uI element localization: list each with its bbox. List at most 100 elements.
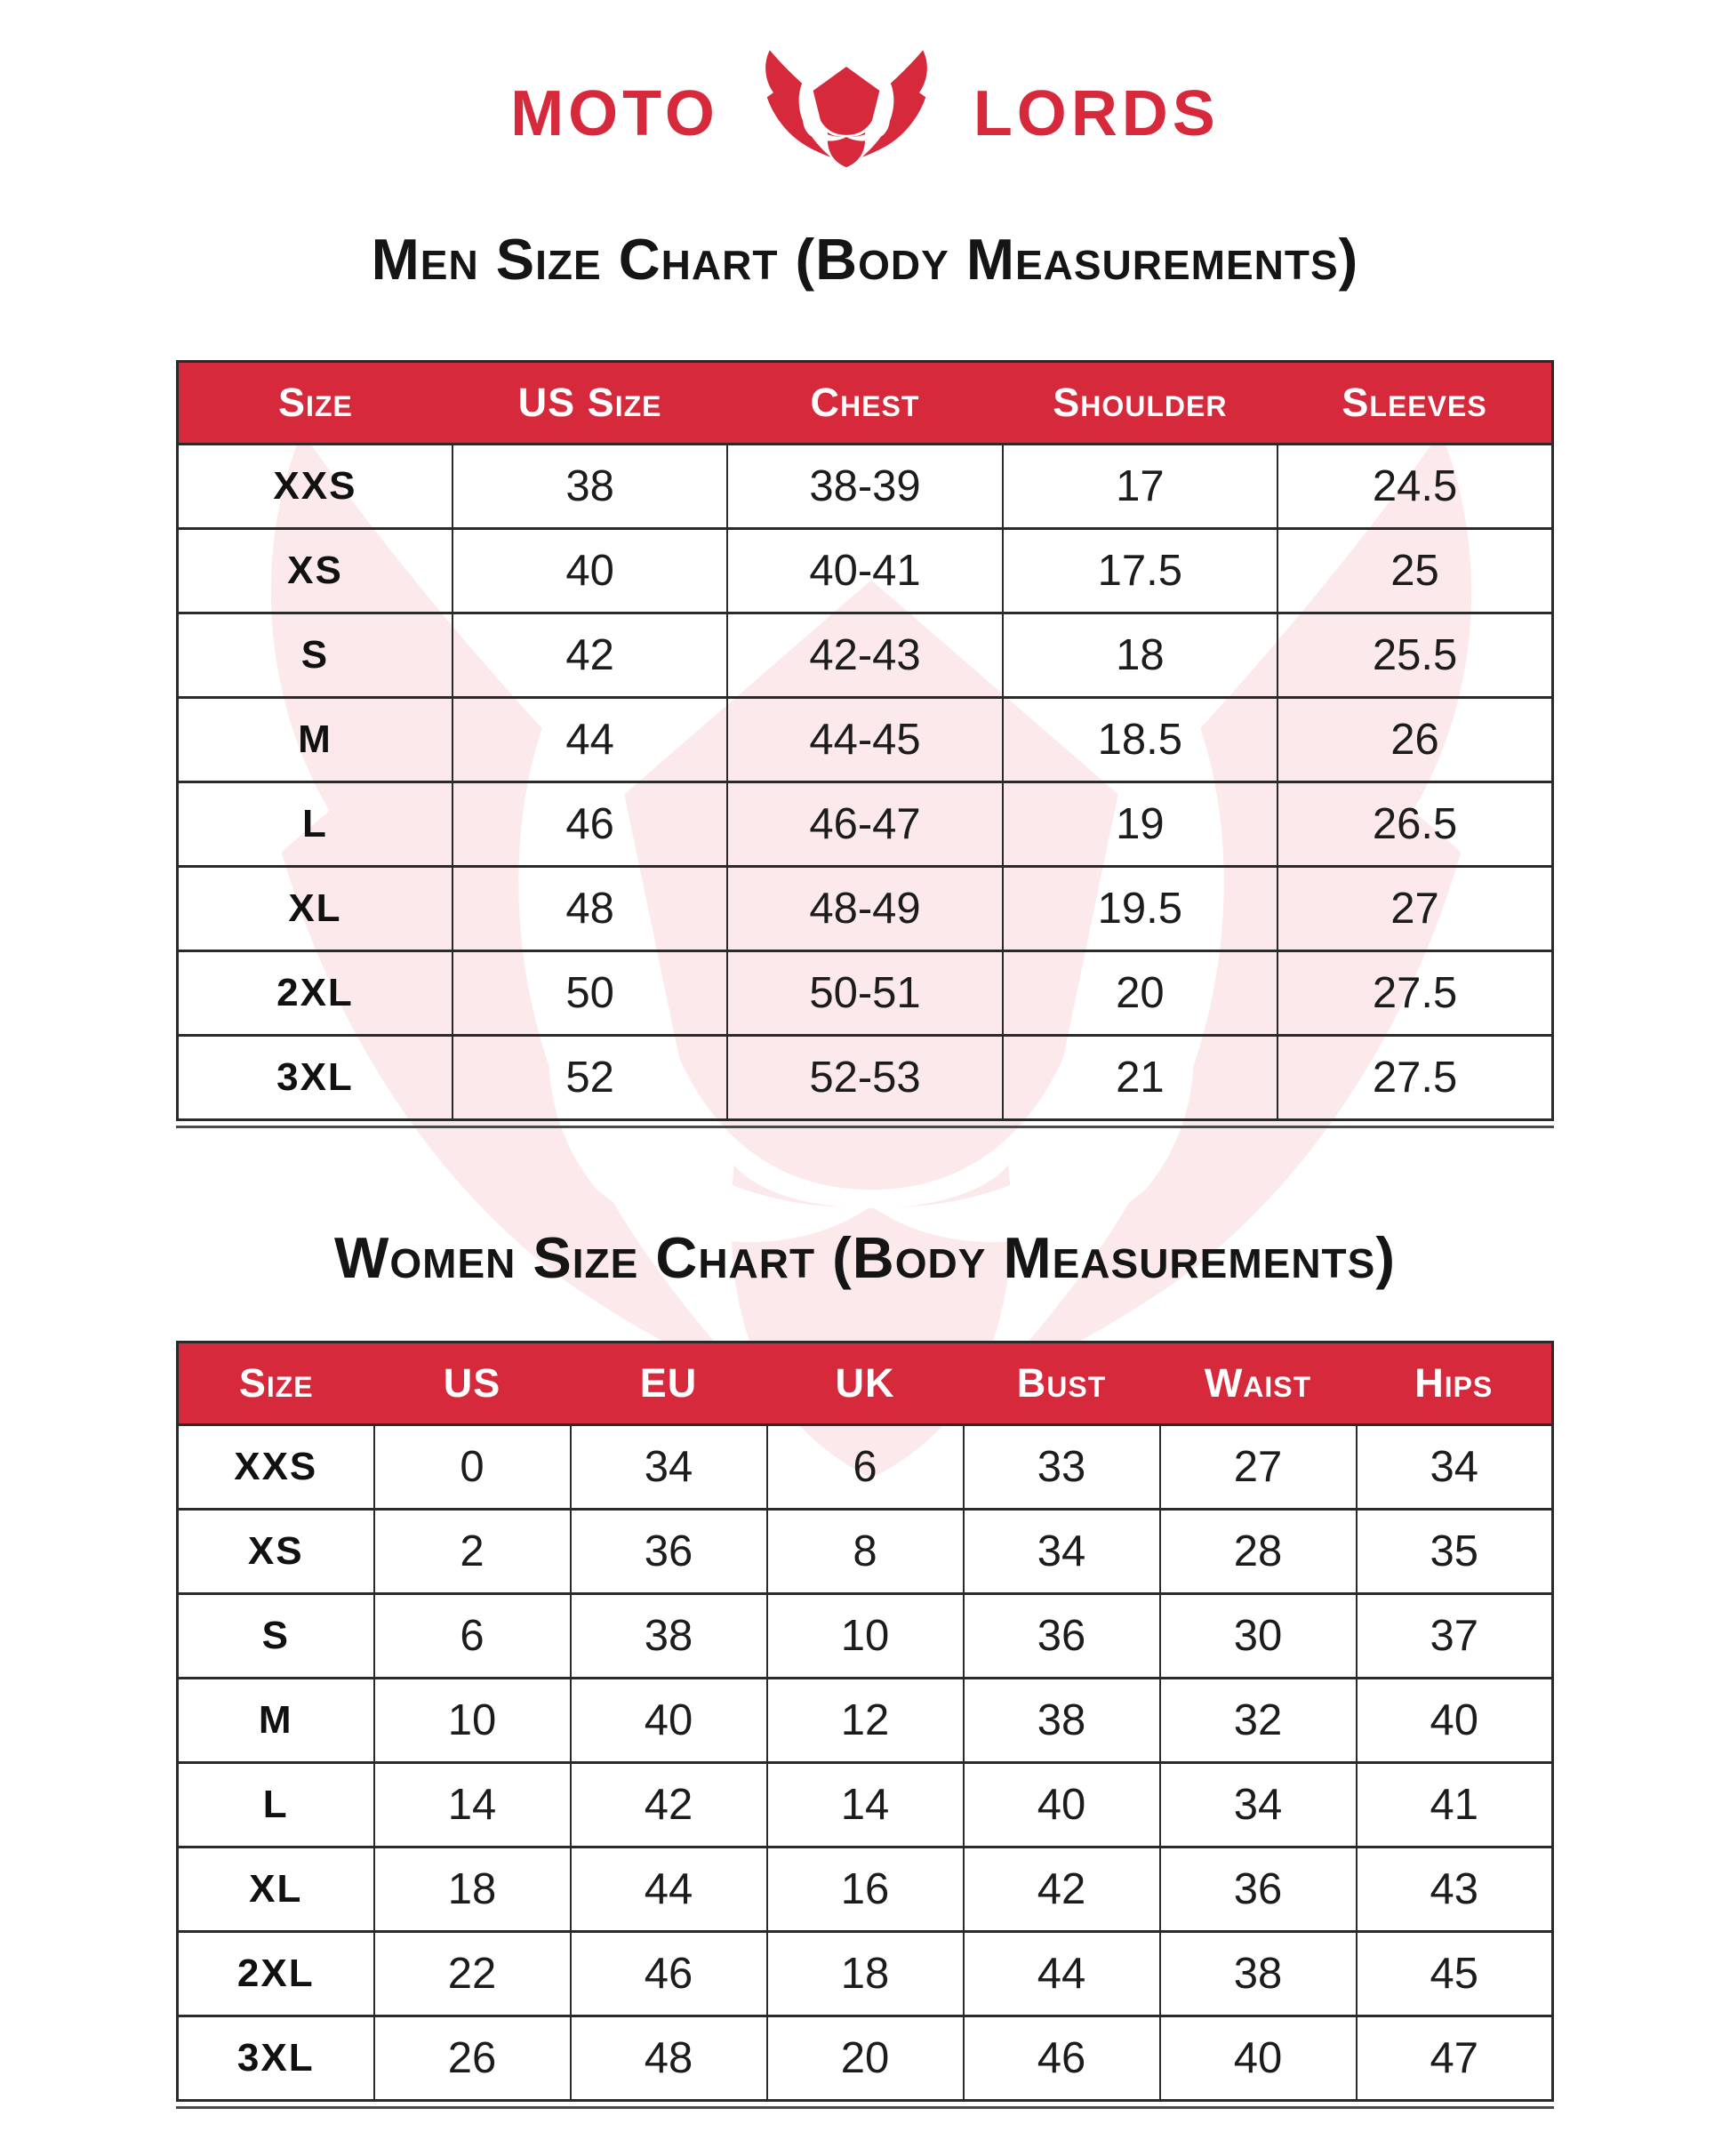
size-label-cell: 2XL (176, 950, 453, 1037)
column-header: Bust (963, 1342, 1160, 1425)
value-cell: 26 (1277, 696, 1554, 783)
value-cell: 37 (1355, 1592, 1554, 1679)
value-cell: 33 (962, 1423, 1161, 1511)
value-cell: 38 (962, 1677, 1161, 1764)
size-label-cell: 3XL (176, 2015, 375, 2102)
value-cell: 46 (569, 1930, 768, 2017)
value-cell: 44 (962, 1930, 1161, 2017)
value-cell: 41 (1355, 1761, 1554, 1848)
value-cell: 18.5 (1001, 696, 1279, 783)
value-cell: 0 (372, 1423, 572, 1511)
value-cell: 16 (765, 1846, 965, 1933)
men-chart-title: Men Size Chart (Body Measurements) (371, 227, 1359, 292)
column-header: Sleeves (1277, 361, 1553, 445)
value-cell: 34 (569, 1423, 768, 1511)
table-row: XS 40 40-41 17.5 25 (176, 527, 1554, 614)
value-cell: 42 (962, 1846, 1161, 1933)
men-size-table: Size US Size Chest Shoulder Sleeves XXS 38 38-… (176, 360, 1554, 1121)
size-label-cell: XS (176, 527, 453, 614)
value-cell: 8 (765, 1508, 965, 1595)
value-cell: 40-41 (726, 527, 1004, 614)
value-cell: 52-53 (726, 1034, 1004, 1121)
column-header: Hips (1356, 1342, 1553, 1425)
value-cell: 6 (372, 1592, 572, 1679)
column-header: Chest (727, 361, 1003, 445)
column-header: Size (177, 1342, 374, 1425)
value-cell: 17.5 (1001, 527, 1279, 614)
value-cell: 19 (1001, 781, 1279, 868)
value-cell: 40 (451, 527, 729, 614)
table-row: XXS 0 34 6 33 27 34 (176, 1423, 1554, 1511)
value-cell: 27.5 (1277, 1034, 1554, 1121)
value-cell: 42-43 (726, 612, 1004, 699)
women-size-table: Size US EU UK Bust Waist Hips XXS 0 34 6 33 27 34 XS 2… (176, 1341, 1554, 2102)
value-cell: 27 (1277, 865, 1554, 952)
value-cell: 38 (451, 443, 729, 530)
table-row: 2XL 50 50-51 20 27.5 (176, 950, 1554, 1037)
value-cell: 2 (372, 1508, 572, 1595)
value-cell: 40 (1158, 2015, 1358, 2102)
value-cell: 52 (451, 1034, 729, 1121)
table-row: XL 18 44 16 42 36 43 (176, 1846, 1554, 1933)
size-label-cell: XL (176, 1846, 375, 1933)
column-header: US (373, 1342, 571, 1425)
value-cell: 42 (451, 612, 729, 699)
value-cell: 25 (1277, 527, 1554, 614)
table-row: S 6 38 10 36 30 37 (176, 1592, 1554, 1679)
value-cell: 36 (1158, 1846, 1358, 1933)
table-row: XL 48 48-49 19.5 27 (176, 865, 1554, 952)
value-cell: 17 (1001, 443, 1279, 530)
value-cell: 48 (451, 865, 729, 952)
men-header-row: Size US Size Chest Shoulder Sleeves (177, 361, 1553, 445)
value-cell: 42 (569, 1761, 768, 1848)
bull-head-icon (749, 44, 943, 183)
table-row: 2XL 22 46 18 44 38 45 (176, 1930, 1554, 2017)
table-row: M 10 40 12 38 32 40 (176, 1677, 1554, 1764)
value-cell: 19.5 (1001, 865, 1279, 952)
value-cell: 47 (1355, 2015, 1554, 2102)
value-cell: 10 (765, 1592, 965, 1679)
value-cell: 18 (765, 1930, 965, 2017)
value-cell: 26.5 (1277, 781, 1554, 868)
value-cell: 43 (1355, 1846, 1554, 1933)
size-label-cell: M (176, 1677, 375, 1764)
size-label-cell: L (176, 781, 453, 868)
column-header: EU (570, 1342, 767, 1425)
column-header: UK (766, 1342, 964, 1425)
value-cell: 18 (372, 1846, 572, 1933)
value-cell: 12 (765, 1677, 965, 1764)
value-cell: 14 (372, 1761, 572, 1848)
logo-word-lords: LORDS (973, 78, 1220, 149)
size-label-cell: 3XL (176, 1034, 453, 1121)
women-header-row: Size US EU UK Bust Waist Hips (177, 1342, 1553, 1425)
size-label-cell: XL (176, 865, 453, 952)
value-cell: 34 (962, 1508, 1161, 1595)
size-label-cell: M (176, 696, 453, 783)
value-cell: 46 (962, 2015, 1161, 2102)
table-row: S 42 42-43 18 25.5 (176, 612, 1554, 699)
size-label-cell: L (176, 1761, 375, 1848)
value-cell: 36 (962, 1592, 1161, 1679)
value-cell: 25.5 (1277, 612, 1554, 699)
value-cell: 14 (765, 1761, 965, 1848)
value-cell: 46-47 (726, 781, 1004, 868)
value-cell: 44-45 (726, 696, 1004, 783)
value-cell: 38 (1158, 1930, 1358, 2017)
value-cell: 45 (1355, 1930, 1554, 2017)
value-cell: 27 (1158, 1423, 1358, 1511)
column-header: Waist (1159, 1342, 1357, 1425)
table-row: L 46 46-47 19 26.5 (176, 781, 1554, 868)
value-cell: 34 (1355, 1423, 1554, 1511)
value-cell: 6 (765, 1423, 965, 1511)
value-cell: 18 (1001, 612, 1279, 699)
table-row: M 44 44-45 18.5 26 (176, 696, 1554, 783)
table-row: L 14 42 14 40 34 41 (176, 1761, 1554, 1848)
value-cell: 38-39 (726, 443, 1004, 530)
logo-word-moto: MOTO (510, 78, 719, 149)
value-cell: 20 (1001, 950, 1279, 1037)
size-label-cell: XXS (176, 443, 453, 530)
value-cell: 48 (569, 2015, 768, 2102)
value-cell: 46 (451, 781, 729, 868)
women-size-table-wrap: Size US EU UK Bust Waist Hips XXS 0 34 6 33 27 34 XS 2… (176, 1341, 1554, 2109)
